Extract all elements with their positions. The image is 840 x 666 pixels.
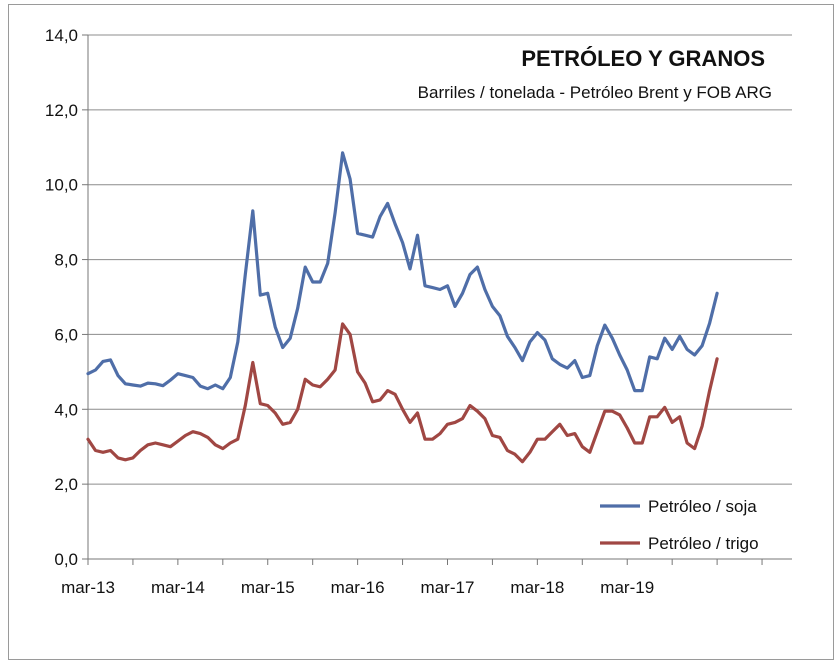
y-tick-label: 6,0 <box>54 325 78 344</box>
x-tick-label: mar-16 <box>331 578 385 597</box>
chart-title: PETRÓLEO Y GRANOS <box>521 46 765 71</box>
y-tick-label: 10,0 <box>45 176 78 195</box>
y-tick-label: 8,0 <box>54 251 78 270</box>
y-tick-label: 2,0 <box>54 475 78 494</box>
series-lines <box>86 151 719 464</box>
legend-label: Petróleo / soja <box>648 497 757 516</box>
legend-label: Petróleo / trigo <box>648 534 759 553</box>
series-line-trigo <box>86 322 719 464</box>
chart-frame <box>8 4 834 660</box>
x-tick-label: mar-14 <box>151 578 205 597</box>
x-tick-label: mar-13 <box>61 578 115 597</box>
axes: 0,0 2,0 4,0 6,0 8,0 10,0 12,0 14,0 mar-13 mar-14 m… <box>45 26 792 597</box>
x-tick-label: mar-15 <box>241 578 295 597</box>
x-tick-label: mar-18 <box>510 578 564 597</box>
y-tick-label: 14,0 <box>45 26 78 45</box>
y-tick-label: 12,0 <box>45 101 78 120</box>
legend: Petróleo / soja Petróleo / trigo <box>600 497 759 553</box>
x-tick-label: mar-17 <box>421 578 475 597</box>
y-tick-label: 0,0 <box>54 550 78 569</box>
y-tick-label: 4,0 <box>54 400 78 419</box>
chart-subtitle: Barriles / tonelada - Petróleo Brent y F… <box>418 83 772 102</box>
x-tick-label: mar-19 <box>600 578 654 597</box>
series-line-soja <box>86 151 719 393</box>
gridlines <box>88 34 792 485</box>
